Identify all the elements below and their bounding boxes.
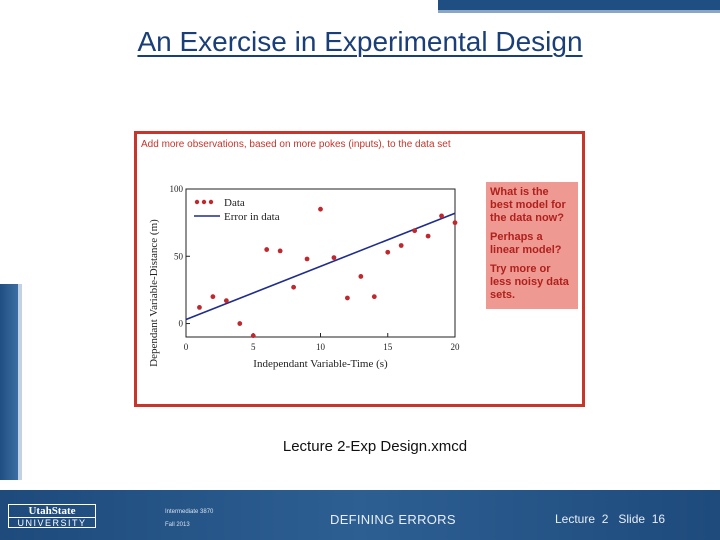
top-accent-bar: [438, 0, 720, 10]
note-line-3: Try more or less noisy data sets.: [490, 263, 569, 301]
course-term: Fall 2013: [165, 522, 190, 528]
data-point: [223, 298, 229, 304]
left-accent-bar: [0, 284, 18, 480]
data-point: [277, 248, 283, 254]
legend-data-label: Data: [224, 197, 245, 209]
note-line-2: Perhaps a linear model?: [490, 231, 562, 256]
legend-data-marker: [208, 199, 214, 205]
x-tick-label: 0: [184, 342, 189, 352]
note-line-1: What is the best model for the data now?: [490, 186, 566, 224]
university-logo: UtahState UNIVERSITY: [8, 504, 96, 528]
data-point: [291, 284, 296, 290]
data-point: [371, 294, 377, 300]
data-point: [210, 294, 216, 300]
fit-line: [185, 212, 456, 321]
data-point: [331, 255, 337, 261]
data-point: [425, 233, 431, 239]
slide-number: Lecture 2 Slide 16: [555, 512, 666, 526]
logo-bottom-text: UNIVERSITY: [9, 517, 95, 528]
data-point: [318, 206, 323, 212]
data-point: [452, 220, 458, 226]
data-point: [250, 333, 256, 339]
y-axis-label: Dependant Variable-Distance (m): [148, 219, 160, 367]
legend-data-marker: [201, 199, 207, 205]
data-point: [412, 228, 418, 234]
data-point: [439, 213, 444, 219]
data-point: [398, 243, 404, 248]
logo-top-text: UtahState: [28, 505, 76, 517]
x-tick-label: 15: [383, 342, 393, 352]
left-accent-fade: [18, 284, 22, 480]
x-axis-label: Independant Variable-Time (s): [253, 358, 388, 370]
y-tick-label: 0: [179, 319, 184, 329]
y-tick-label: 50: [174, 251, 184, 261]
x-tick-label: 20: [451, 342, 461, 352]
scatter-plot: 0 5 10 15 20 0 50 100 Independant Variable-Time …: [148, 184, 461, 370]
legend-data-marker: [194, 199, 200, 205]
file-label: Lecture 2-Exp Design.xmcd: [282, 438, 468, 455]
footer-bar: UtahState UNIVERSITY Intermediate 3870 F…: [0, 490, 720, 540]
data-point: [358, 274, 364, 279]
note-box: What is the best model for the data now?…: [486, 182, 578, 309]
data-point: [304, 256, 310, 262]
footer-topic: DEFINING ERRORS: [330, 512, 456, 527]
data-point: [345, 295, 350, 301]
figure-caption: Add more observations, based on more pok…: [141, 139, 451, 150]
slide-title: An Exercise in Experimental Design: [137, 26, 583, 57]
x-tick-label: 5: [251, 342, 256, 352]
figure-frame: Add more observations, based on more pok…: [134, 131, 585, 407]
data-point: [385, 249, 391, 255]
data-point: [237, 321, 243, 326]
data-point: [197, 305, 202, 310]
x-tick-label: 10: [316, 342, 326, 352]
course-name: Intermediate 3870: [165, 509, 214, 515]
top-accent-shade: [438, 10, 720, 13]
data-point: [264, 247, 270, 252]
legend-fit-label: Error in data: [224, 211, 280, 223]
y-tick-label: 100: [170, 184, 184, 194]
